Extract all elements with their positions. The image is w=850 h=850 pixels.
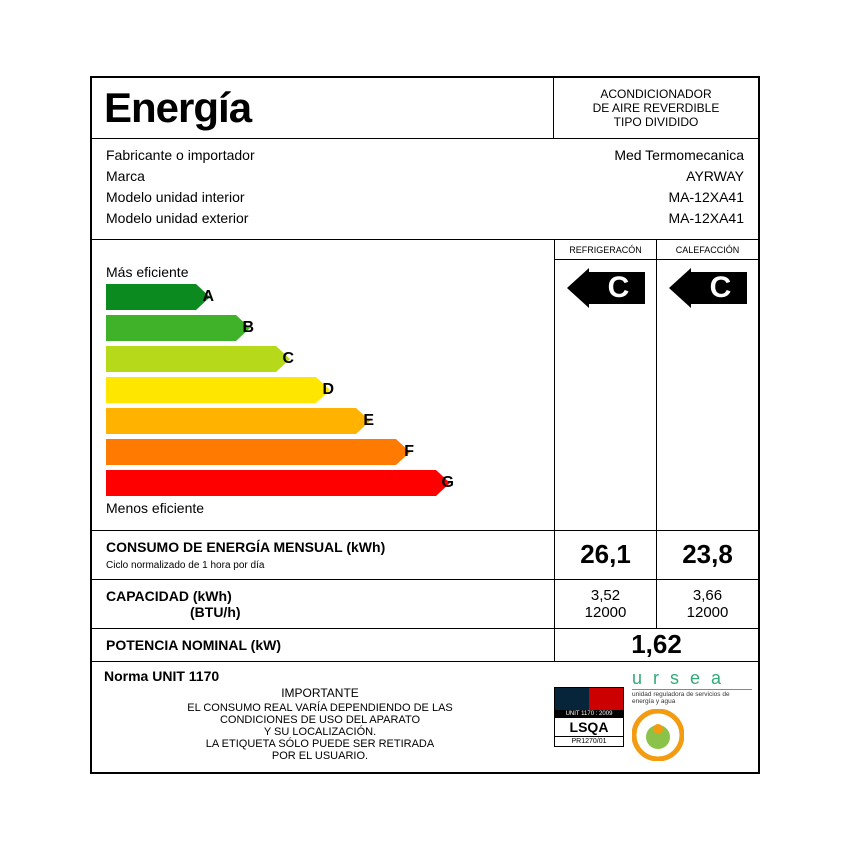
rating-grade: C (593, 268, 645, 308)
row-consumo: CONSUMO DE ENERGÍA MENSUAL (kWh) Ciclo n… (92, 530, 758, 579)
product-type: ACONDICIONADOR DE AIRE REVERDIBLE TIPO D… (553, 78, 758, 138)
scale-bottom-label: Menos eficiente (106, 500, 540, 516)
cap-btu-calef: 12000 (657, 604, 758, 621)
row-label: CONSUMO DE ENERGÍA MENSUAL (kWh) (106, 539, 385, 555)
footer-text: Norma UNIT 1170 IMPORTANTE EL CONSUMO RE… (92, 662, 548, 772)
rating-arrow-icon: C (669, 268, 747, 308)
row-label: CAPACIDAD (kWh) (106, 588, 232, 604)
detail-key: Fabricante o importador (106, 145, 255, 166)
scale-bars: ABCDEFG (106, 284, 540, 496)
product-line: TIPO DIVIDIDO (558, 115, 754, 129)
row-label: POTENCIA NOMINAL (kW) (106, 637, 281, 653)
lsqa-unit: UNIT 1170 : 2009 (555, 710, 623, 718)
scale-bar-C: C (106, 346, 290, 372)
scale-bar-B: B (106, 315, 250, 341)
row-potencia: POTENCIA NOMINAL (kW) 1,62 (92, 628, 758, 661)
detail-value: AYRWAY (686, 166, 744, 187)
disclaimer-line: LA ETIQUETA SÓLO PUEDE SER RETIRADA (104, 738, 536, 750)
scale-bar-D: D (106, 377, 330, 403)
consumo-refrig: 26,1 (555, 539, 656, 570)
row-label-2: (BTU/h) (190, 604, 241, 620)
importante: IMPORTANTE (104, 686, 536, 700)
potencia-value: 1,62 (554, 629, 758, 661)
header-title-box: Energía (92, 78, 553, 138)
detail-value: MA-12XA41 (669, 187, 744, 208)
detail-row: Marca AYRWAY (106, 166, 744, 187)
detail-row: Fabricante o importador Med Termomecanica (106, 145, 744, 166)
scale-letter: A (202, 284, 214, 310)
rating-arrow-icon: C (567, 268, 645, 308)
efficiency-scale: Más eficiente ABCDEFG Menos eficiente (92, 260, 554, 530)
scale-top-label: Más eficiente (106, 264, 540, 280)
scale-letter: E (363, 408, 374, 434)
cap-kwh-calef: 3,66 (657, 587, 758, 604)
detail-key: Modelo unidad exterior (106, 208, 248, 229)
scale-bar-G: G (106, 470, 450, 496)
ursea-logo: u r s e a unidad reguladora de servicios… (632, 668, 752, 766)
energy-label: Energía ACONDICIONADOR DE AIRE REVERDIBL… (90, 76, 760, 774)
detail-key: Marca (106, 166, 145, 187)
scale-letter: B (242, 315, 254, 341)
scale-letter: D (322, 377, 334, 403)
footer: Norma UNIT 1170 IMPORTANTE EL CONSUMO RE… (92, 661, 758, 772)
product-line: DE AIRE REVERDIBLE (558, 101, 754, 115)
detail-row: Modelo unidad exterior MA-12XA41 (106, 208, 744, 229)
scale-letter: C (282, 346, 294, 372)
efficiency-badge-icon (632, 709, 752, 766)
header: Energía ACONDICIONADOR DE AIRE REVERDIBL… (92, 78, 758, 139)
lsqa-name: LSQA (555, 718, 623, 736)
detail-value: MA-12XA41 (669, 208, 744, 229)
scale-bar-E: E (106, 408, 370, 434)
lsqa-pr: PR1270/01 (555, 736, 623, 746)
row-capacidad: CAPACIDAD (kWh) (BTU/h) 3,52 12000 3,66 … (92, 579, 758, 628)
scale-letter: G (442, 470, 454, 496)
scale-letter: F (404, 439, 414, 465)
footer-logos: UNIT 1170 : 2009 LSQA PR1270/01 u r s e … (548, 662, 758, 772)
detail-value: Med Termomecanica (614, 145, 744, 166)
lsqa-logo: UNIT 1170 : 2009 LSQA PR1270/01 (554, 687, 624, 747)
ursea-name: u r s e a (632, 668, 752, 689)
col-header-refrig: REFRIGERACÓN (555, 240, 656, 260)
product-line: ACONDICIONADOR (558, 87, 754, 101)
main-grid: Más eficiente ABCDEFG Menos eficiente RE… (92, 240, 758, 530)
scale-bar-A: A (106, 284, 210, 310)
col-header-blank (92, 240, 554, 260)
cap-kwh-refrig: 3,52 (555, 587, 656, 604)
ursea-slug: unidad reguladora de servicios de energí… (632, 689, 752, 705)
norma: Norma UNIT 1170 (104, 668, 536, 684)
rating-refrig: C (555, 260, 656, 530)
col-header-calef: CALEFACCIÓN (657, 240, 758, 260)
title: Energía (104, 84, 541, 132)
rating-grade: C (695, 268, 747, 308)
details-block: Fabricante o importador Med Termomecanica… (92, 139, 758, 240)
detail-row: Modelo unidad interior MA-12XA41 (106, 187, 744, 208)
disclaimer-line: EL CONSUMO REAL VARÍA DEPENDIENDO DE LAS (104, 702, 536, 714)
rating-calef: C (657, 260, 758, 530)
scale-bar-F: F (106, 439, 410, 465)
disclaimer-line: CONDICIONES DE USO DEL APARATO (104, 714, 536, 726)
disclaimer-line: Y SU LOCALIZACIÓN. (104, 726, 536, 738)
detail-key: Modelo unidad interior (106, 187, 245, 208)
consumo-calef: 23,8 (657, 539, 758, 570)
cap-btu-refrig: 12000 (555, 604, 656, 621)
disclaimer-line: POR EL USUARIO. (104, 750, 536, 762)
row-sublabel: Ciclo normalizado de 1 hora por día (106, 560, 264, 571)
